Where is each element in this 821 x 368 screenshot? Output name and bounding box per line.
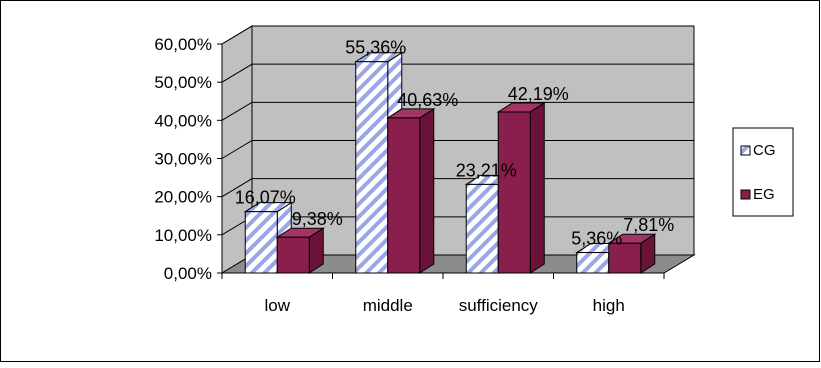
bar-eg-sufficiency xyxy=(496,102,546,274)
gridline xyxy=(221,25,694,45)
gridline xyxy=(221,178,694,198)
data-label-eg: 7,81% xyxy=(623,215,674,235)
bar-eg-high xyxy=(607,233,657,274)
data-label-cg: 23,21% xyxy=(456,160,517,180)
y-tick-label: 0,00% xyxy=(164,264,212,283)
bars xyxy=(243,51,657,274)
gridline xyxy=(221,140,694,159)
y-tick-label: 60,00% xyxy=(154,35,212,54)
y-tick-label: 10,00% xyxy=(154,226,212,245)
y-tick-label: 20,00% xyxy=(154,188,212,207)
legend-label-cg: CG xyxy=(753,142,776,159)
legend-label-eg: EG xyxy=(753,186,775,203)
data-label-eg: 9,38% xyxy=(292,209,343,229)
x-tick-label: sufficiency xyxy=(459,296,539,315)
legend-swatch-cg xyxy=(740,145,751,156)
x-tick-label: middle xyxy=(363,296,413,315)
legend-swatch-eg xyxy=(740,189,751,200)
gridline xyxy=(221,101,694,121)
y-axis: 0,00% 10,00% 20,00% 30,00% 40,00% 50,00% 60,00… xyxy=(154,35,223,283)
y-tick-label: 40,00% xyxy=(154,111,212,130)
legend-box xyxy=(732,127,794,217)
data-label-cg: 55,36% xyxy=(345,38,406,58)
data-label-eg: 42,19% xyxy=(508,84,569,104)
data-label-eg: 40,63% xyxy=(397,90,458,110)
bar-eg-middle xyxy=(386,108,436,274)
bar-eg-low xyxy=(275,227,325,274)
x-tick-label: low xyxy=(264,296,290,315)
x-tick-label: high xyxy=(593,296,625,315)
gridline xyxy=(221,63,694,83)
y-tick-label: 30,00% xyxy=(154,150,212,169)
data-labels: 16,07% 55,36% 23,21% 5,36% 9,38% 40,63% 42,19%… xyxy=(235,38,675,249)
data-label-cg: 16,07% xyxy=(235,188,296,208)
y-tick-label: 50,00% xyxy=(154,73,212,92)
data-label-cg: 5,36% xyxy=(571,229,622,249)
legend: CG EG xyxy=(732,127,794,217)
